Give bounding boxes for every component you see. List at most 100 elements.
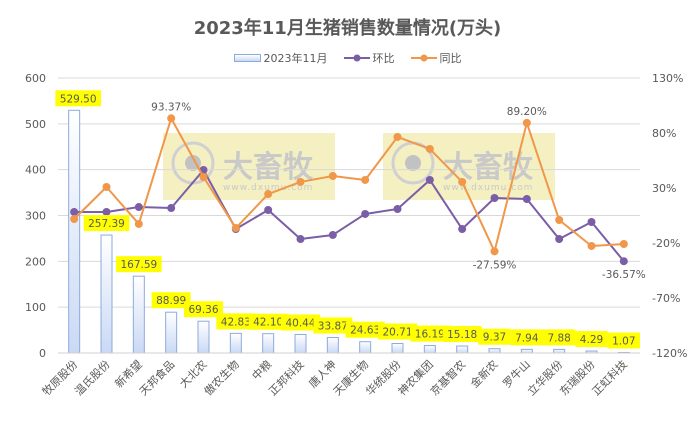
line-marker[interactable] <box>490 194 499 203</box>
svg-text:24.63: 24.63 <box>350 325 380 337</box>
bar-data-label: 167.59 <box>116 256 162 273</box>
bar[interactable] <box>456 345 469 354</box>
line-marker[interactable] <box>619 257 628 266</box>
line-data-label: -36.57% <box>602 269 646 281</box>
legend-label: 同比 <box>439 52 462 65</box>
line-data-label: 89.20% <box>507 106 547 118</box>
line-marker[interactable] <box>425 144 434 153</box>
line-marker[interactable] <box>70 215 79 224</box>
line-marker[interactable] <box>393 205 402 214</box>
line-marker[interactable] <box>587 217 596 226</box>
bar-data-label: 42.83 <box>216 313 256 330</box>
svg-text:42.83: 42.83 <box>221 316 251 328</box>
right-axis-tick: 30% <box>652 182 676 195</box>
svg-text:69.36: 69.36 <box>188 304 218 316</box>
bar[interactable] <box>68 109 81 354</box>
category-label: 温氏股份 <box>72 358 112 398</box>
bar[interactable] <box>294 333 307 354</box>
line-marker[interactable] <box>199 173 208 181</box>
line-marker[interactable] <box>522 118 531 127</box>
bar-data-label: 33.87 <box>313 317 353 334</box>
svg-text:7.94: 7.94 <box>515 332 539 344</box>
bar-data-label: 69.36 <box>184 301 223 318</box>
line-marker[interactable] <box>361 209 370 218</box>
line-marker[interactable] <box>425 175 434 184</box>
line-marker[interactable] <box>458 225 467 234</box>
bar-swatch-icon <box>233 54 261 62</box>
line-marker[interactable] <box>264 206 273 214</box>
svg-text:7.88: 7.88 <box>547 332 570 344</box>
bar[interactable] <box>197 320 210 354</box>
left-axis-tick: 300 <box>25 210 46 223</box>
legend-item-bar[interactable]: 2023年11月 <box>233 50 328 66</box>
svg-text:88.99: 88.99 <box>156 295 186 307</box>
bar[interactable] <box>423 345 436 354</box>
bar[interactable] <box>262 333 275 354</box>
bar-data-label: 20.71 <box>378 323 417 340</box>
bar[interactable] <box>165 311 178 354</box>
bar-data-label: 42.10 <box>248 313 288 330</box>
bar-data-label: 24.63 <box>345 321 385 338</box>
left-axis-tick: 0 <box>39 347 46 360</box>
bar[interactable] <box>391 343 404 354</box>
line-marker[interactable] <box>167 114 176 123</box>
svg-text:15.18: 15.18 <box>447 329 477 341</box>
line-marker[interactable] <box>102 183 111 192</box>
bar[interactable] <box>520 348 533 354</box>
svg-text:529.50: 529.50 <box>60 93 97 105</box>
line-marker[interactable] <box>393 132 402 141</box>
bar-data-label: 4.29 <box>575 331 608 348</box>
line-marker[interactable] <box>490 247 499 256</box>
right-axis-tick: 80% <box>652 127 676 140</box>
line-marker[interactable] <box>555 216 564 225</box>
left-axis-tick: 100 <box>25 301 46 314</box>
right-axis-tick: -120% <box>652 347 687 360</box>
line-marker[interactable] <box>458 177 467 186</box>
line-marker[interactable] <box>167 204 176 213</box>
line-marker[interactable] <box>328 230 337 239</box>
line-marker[interactable] <box>619 239 628 248</box>
category-label: 金新农 <box>467 357 500 390</box>
line-marker[interactable] <box>587 241 596 250</box>
bar[interactable] <box>100 234 113 354</box>
left-axis-tick: 600 <box>25 72 46 85</box>
line-marker[interactable] <box>296 235 305 244</box>
svg-text:www.dxumu.com: www.dxumu.com <box>223 183 313 193</box>
svg-text:42.10: 42.10 <box>253 317 283 329</box>
bar[interactable] <box>488 348 501 354</box>
svg-text:9.37: 9.37 <box>483 332 506 344</box>
line-marker[interactable] <box>361 175 370 184</box>
left-axis-tick: 400 <box>25 164 46 177</box>
line-marker[interactable] <box>522 195 531 203</box>
line-marker[interactable] <box>296 177 305 186</box>
legend-item-tongbi[interactable]: 同比 <box>410 50 462 66</box>
bar-data-label: 257.39 <box>83 215 130 232</box>
svg-text:33.87: 33.87 <box>318 320 348 332</box>
left-axis-tick: 500 <box>25 118 46 131</box>
line-marker[interactable] <box>328 172 337 181</box>
svg-text:20.71: 20.71 <box>382 327 412 339</box>
line-marker[interactable] <box>231 224 240 233</box>
line-marker[interactable] <box>555 235 564 244</box>
bar[interactable] <box>553 348 566 354</box>
bar[interactable] <box>359 341 372 354</box>
line-marker[interactable] <box>134 203 143 212</box>
bar[interactable] <box>326 336 339 354</box>
line-marker[interactable] <box>264 190 273 199</box>
category-label: 中粮 <box>249 357 274 382</box>
category-label: 正邦科技 <box>266 357 307 398</box>
right-axis-tick: -70% <box>652 292 680 305</box>
right-axis-tick: -20% <box>652 237 680 250</box>
chart-title: 2023年11月生猪销售数量情况(万头) <box>193 18 502 39</box>
category-label: 京基智农 <box>427 357 468 398</box>
line-marker[interactable] <box>70 207 79 216</box>
bar-data-label: 529.50 <box>55 90 101 107</box>
line-marker[interactable] <box>102 207 111 216</box>
bar[interactable] <box>229 332 242 354</box>
legend-item-huanbi[interactable]: 环比 <box>343 50 395 66</box>
line-环比 <box>74 168 625 262</box>
line-marker[interactable] <box>134 219 143 228</box>
bar[interactable] <box>132 275 145 354</box>
